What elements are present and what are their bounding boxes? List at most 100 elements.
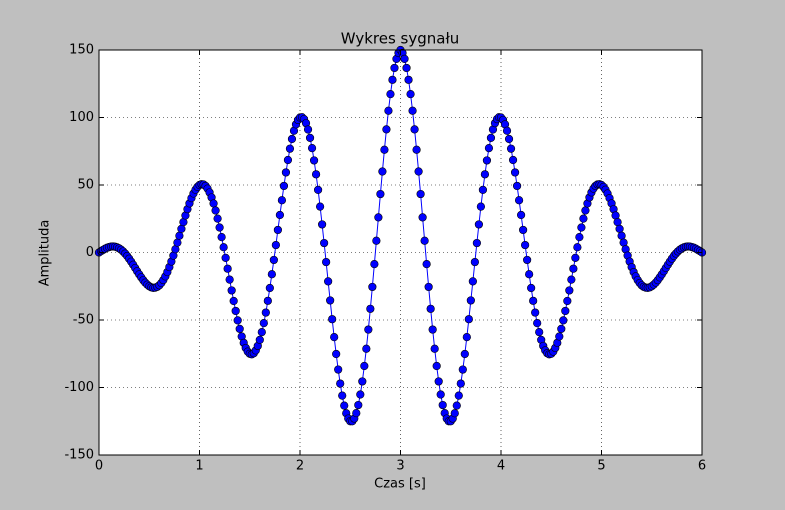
data-point — [432, 361, 441, 371]
data-point — [468, 277, 477, 286]
data-point — [569, 264, 578, 273]
x-tick-label: 4 — [497, 459, 505, 474]
data-point — [378, 167, 387, 176]
data-point — [484, 144, 494, 153]
data-point — [269, 255, 278, 265]
data-point — [410, 125, 419, 134]
data-point — [354, 400, 363, 410]
data-point — [476, 202, 486, 211]
data-point — [173, 238, 182, 247]
data-point — [358, 377, 367, 386]
data-point — [512, 181, 522, 191]
data-point — [386, 90, 395, 99]
data-point — [372, 236, 381, 245]
data-point — [559, 316, 568, 325]
data-point — [535, 328, 544, 337]
data-point — [316, 202, 325, 211]
data-point — [221, 253, 230, 262]
data-point — [332, 349, 341, 359]
data-point — [458, 365, 467, 374]
data-point — [472, 238, 481, 248]
data-point — [382, 125, 391, 134]
y-tick-label: -150 — [64, 448, 94, 463]
data-point — [416, 189, 425, 199]
y-axis-label: Amplituda — [38, 220, 53, 287]
data-point — [370, 260, 379, 269]
data-point — [328, 315, 337, 324]
data-point — [279, 181, 289, 191]
plot — [94, 45, 707, 456]
data-point — [404, 75, 413, 84]
data-point — [565, 286, 574, 295]
data-point — [225, 275, 234, 284]
data-point — [255, 335, 264, 344]
data-point — [213, 214, 222, 223]
data-point — [352, 409, 361, 418]
y-tick-label: 150 — [69, 43, 94, 58]
data-point — [514, 196, 524, 205]
data-point — [263, 296, 272, 305]
data-point — [307, 144, 317, 153]
data-point — [215, 223, 224, 232]
data-point — [506, 144, 516, 153]
data-point — [374, 213, 383, 222]
data-point — [340, 401, 349, 410]
data-point — [211, 206, 220, 215]
data-point — [420, 236, 429, 245]
data-point — [287, 134, 297, 144]
data-point — [567, 275, 576, 284]
x-tick-label: 6 — [698, 459, 706, 474]
data-point — [474, 220, 483, 229]
data-point — [510, 168, 520, 177]
data-point — [265, 283, 274, 293]
data-point — [466, 296, 475, 305]
data-point — [470, 257, 479, 267]
data-point — [521, 240, 530, 250]
data-point — [563, 296, 572, 306]
y-tick-label: -100 — [64, 380, 94, 395]
data-point — [482, 156, 492, 165]
data-point — [384, 106, 393, 115]
data-point — [408, 106, 417, 115]
data-point — [271, 240, 280, 250]
data-point — [209, 199, 218, 208]
x-axis-label: Czas [s] — [374, 477, 426, 492]
data-point — [356, 390, 365, 399]
data-point — [380, 145, 389, 154]
data-point — [525, 270, 534, 279]
data-point — [273, 225, 282, 235]
data-point — [426, 304, 435, 313]
data-point — [464, 315, 473, 324]
data-point — [175, 231, 184, 240]
data-point — [430, 344, 439, 353]
data-point — [281, 168, 291, 177]
data-point — [456, 379, 465, 388]
data-point — [376, 189, 385, 199]
data-point — [217, 233, 226, 242]
data-point — [504, 134, 514, 144]
data-point — [360, 361, 369, 371]
data-point — [229, 296, 238, 306]
data-point — [502, 126, 512, 135]
data-point — [452, 401, 461, 410]
data-point — [320, 238, 329, 248]
data-point — [428, 325, 437, 334]
data-point — [561, 306, 570, 316]
data-point — [508, 155, 518, 165]
data-point — [418, 213, 427, 222]
data-point — [338, 391, 347, 400]
data-point — [305, 133, 315, 142]
data-point — [223, 264, 232, 273]
data-point — [412, 145, 421, 154]
data-point — [362, 344, 371, 353]
x-tick-label: 3 — [396, 459, 404, 474]
data-point — [336, 379, 345, 388]
data-point — [313, 185, 323, 194]
data-point — [575, 233, 584, 242]
data-point — [450, 409, 459, 418]
data-point — [177, 224, 186, 233]
data-point — [579, 214, 588, 223]
data-point — [334, 365, 343, 374]
data-point — [402, 63, 411, 73]
